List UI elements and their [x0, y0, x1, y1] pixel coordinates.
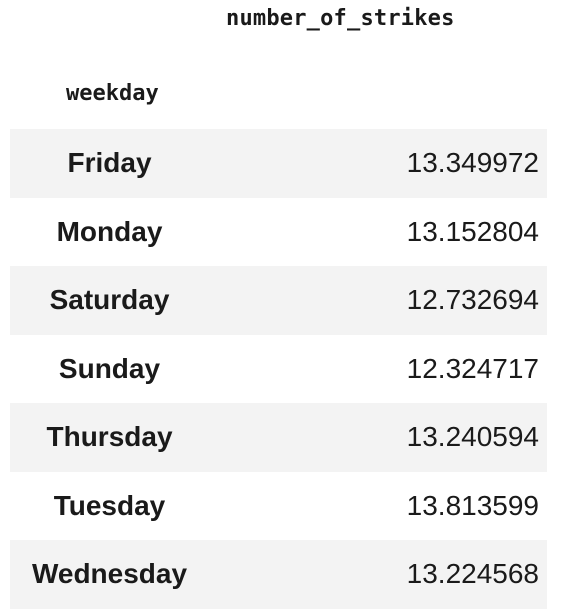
- table-row: Wednesday 13.224568: [10, 540, 547, 609]
- row-value: 13.240594: [406, 421, 539, 452]
- row-value: 13.224568: [406, 558, 539, 589]
- table-body: Friday 13.349972 Monday 13.152804 Saturd…: [10, 129, 547, 609]
- row-label: Sunday: [58, 352, 161, 384]
- row-value: 12.324717: [406, 352, 539, 384]
- table-row: Thursday 13.240594: [10, 403, 547, 472]
- row-label: Thursday: [46, 421, 173, 452]
- row-value: 13.813599: [406, 489, 539, 521]
- row-value: 13.349972: [406, 147, 539, 178]
- row-label: Friday: [67, 147, 152, 178]
- table-row: Tuesday 13.813599: [10, 472, 547, 541]
- row-label: Monday: [56, 215, 163, 247]
- index-header-weekday: weekday: [66, 81, 159, 106]
- row-label: Saturday: [49, 284, 170, 315]
- row-value: 12.732694: [406, 284, 539, 315]
- row-label: Tuesday: [53, 489, 166, 521]
- row-label: Wednesday: [31, 558, 188, 589]
- table-row: Sunday 12.324717: [10, 335, 547, 404]
- table-row: Saturday 12.732694: [10, 266, 547, 335]
- table-row: Monday 13.152804: [10, 198, 547, 267]
- row-value: 13.152804: [406, 215, 539, 247]
- column-header-number-of-strikes: number_of_strikes: [226, 6, 455, 31]
- table-row: Friday 13.349972: [10, 129, 547, 198]
